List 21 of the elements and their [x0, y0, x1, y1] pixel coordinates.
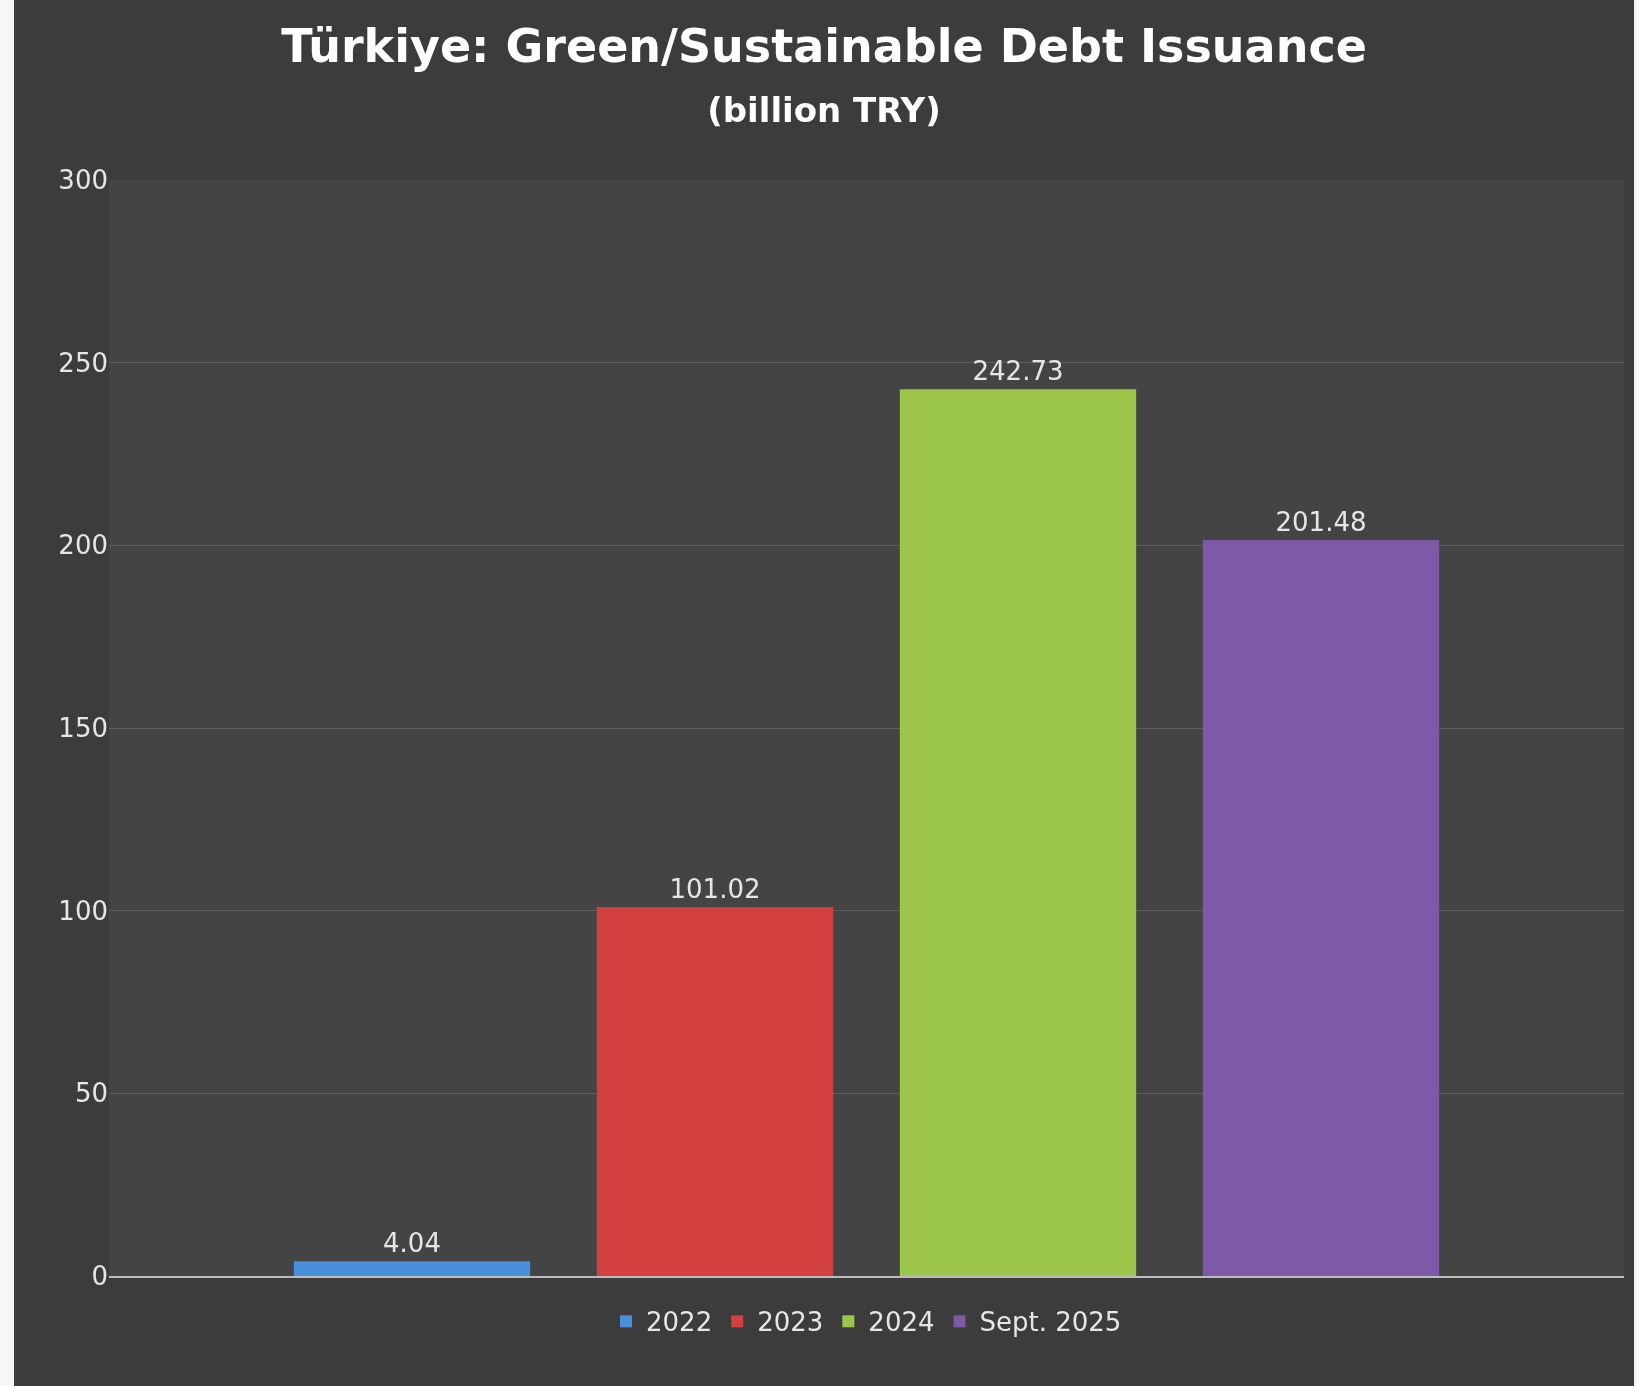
chart-title: Türkiye: Green/Sustainable Debt Issuance — [281, 19, 1367, 74]
legend-label: 2024 — [868, 1307, 935, 1338]
y-tick-label: 50 — [74, 1078, 108, 1109]
data-label: 242.73 — [972, 356, 1064, 387]
legend-label: Sept. 2025 — [979, 1307, 1122, 1338]
bar — [293, 1261, 531, 1276]
y-tick-label: 150 — [58, 713, 108, 744]
y-tick-label: 250 — [58, 347, 108, 378]
chart-subtitle: (billion TRY) — [707, 90, 941, 131]
y-tick-label: 300 — [58, 165, 108, 196]
y-tick-label: 200 — [58, 530, 108, 561]
legend-label: 2022 — [646, 1307, 713, 1338]
data-label: 201.48 — [1275, 506, 1367, 537]
bar — [899, 389, 1137, 1276]
data-label: 101.02 — [669, 873, 761, 904]
y-tick-label: 100 — [58, 895, 108, 926]
data-label: 4.04 — [383, 1228, 441, 1259]
legend-label: 2023 — [757, 1307, 824, 1338]
bar — [596, 906, 834, 1276]
y-tick-label: 0 — [91, 1261, 108, 1292]
bar — [1202, 539, 1440, 1276]
